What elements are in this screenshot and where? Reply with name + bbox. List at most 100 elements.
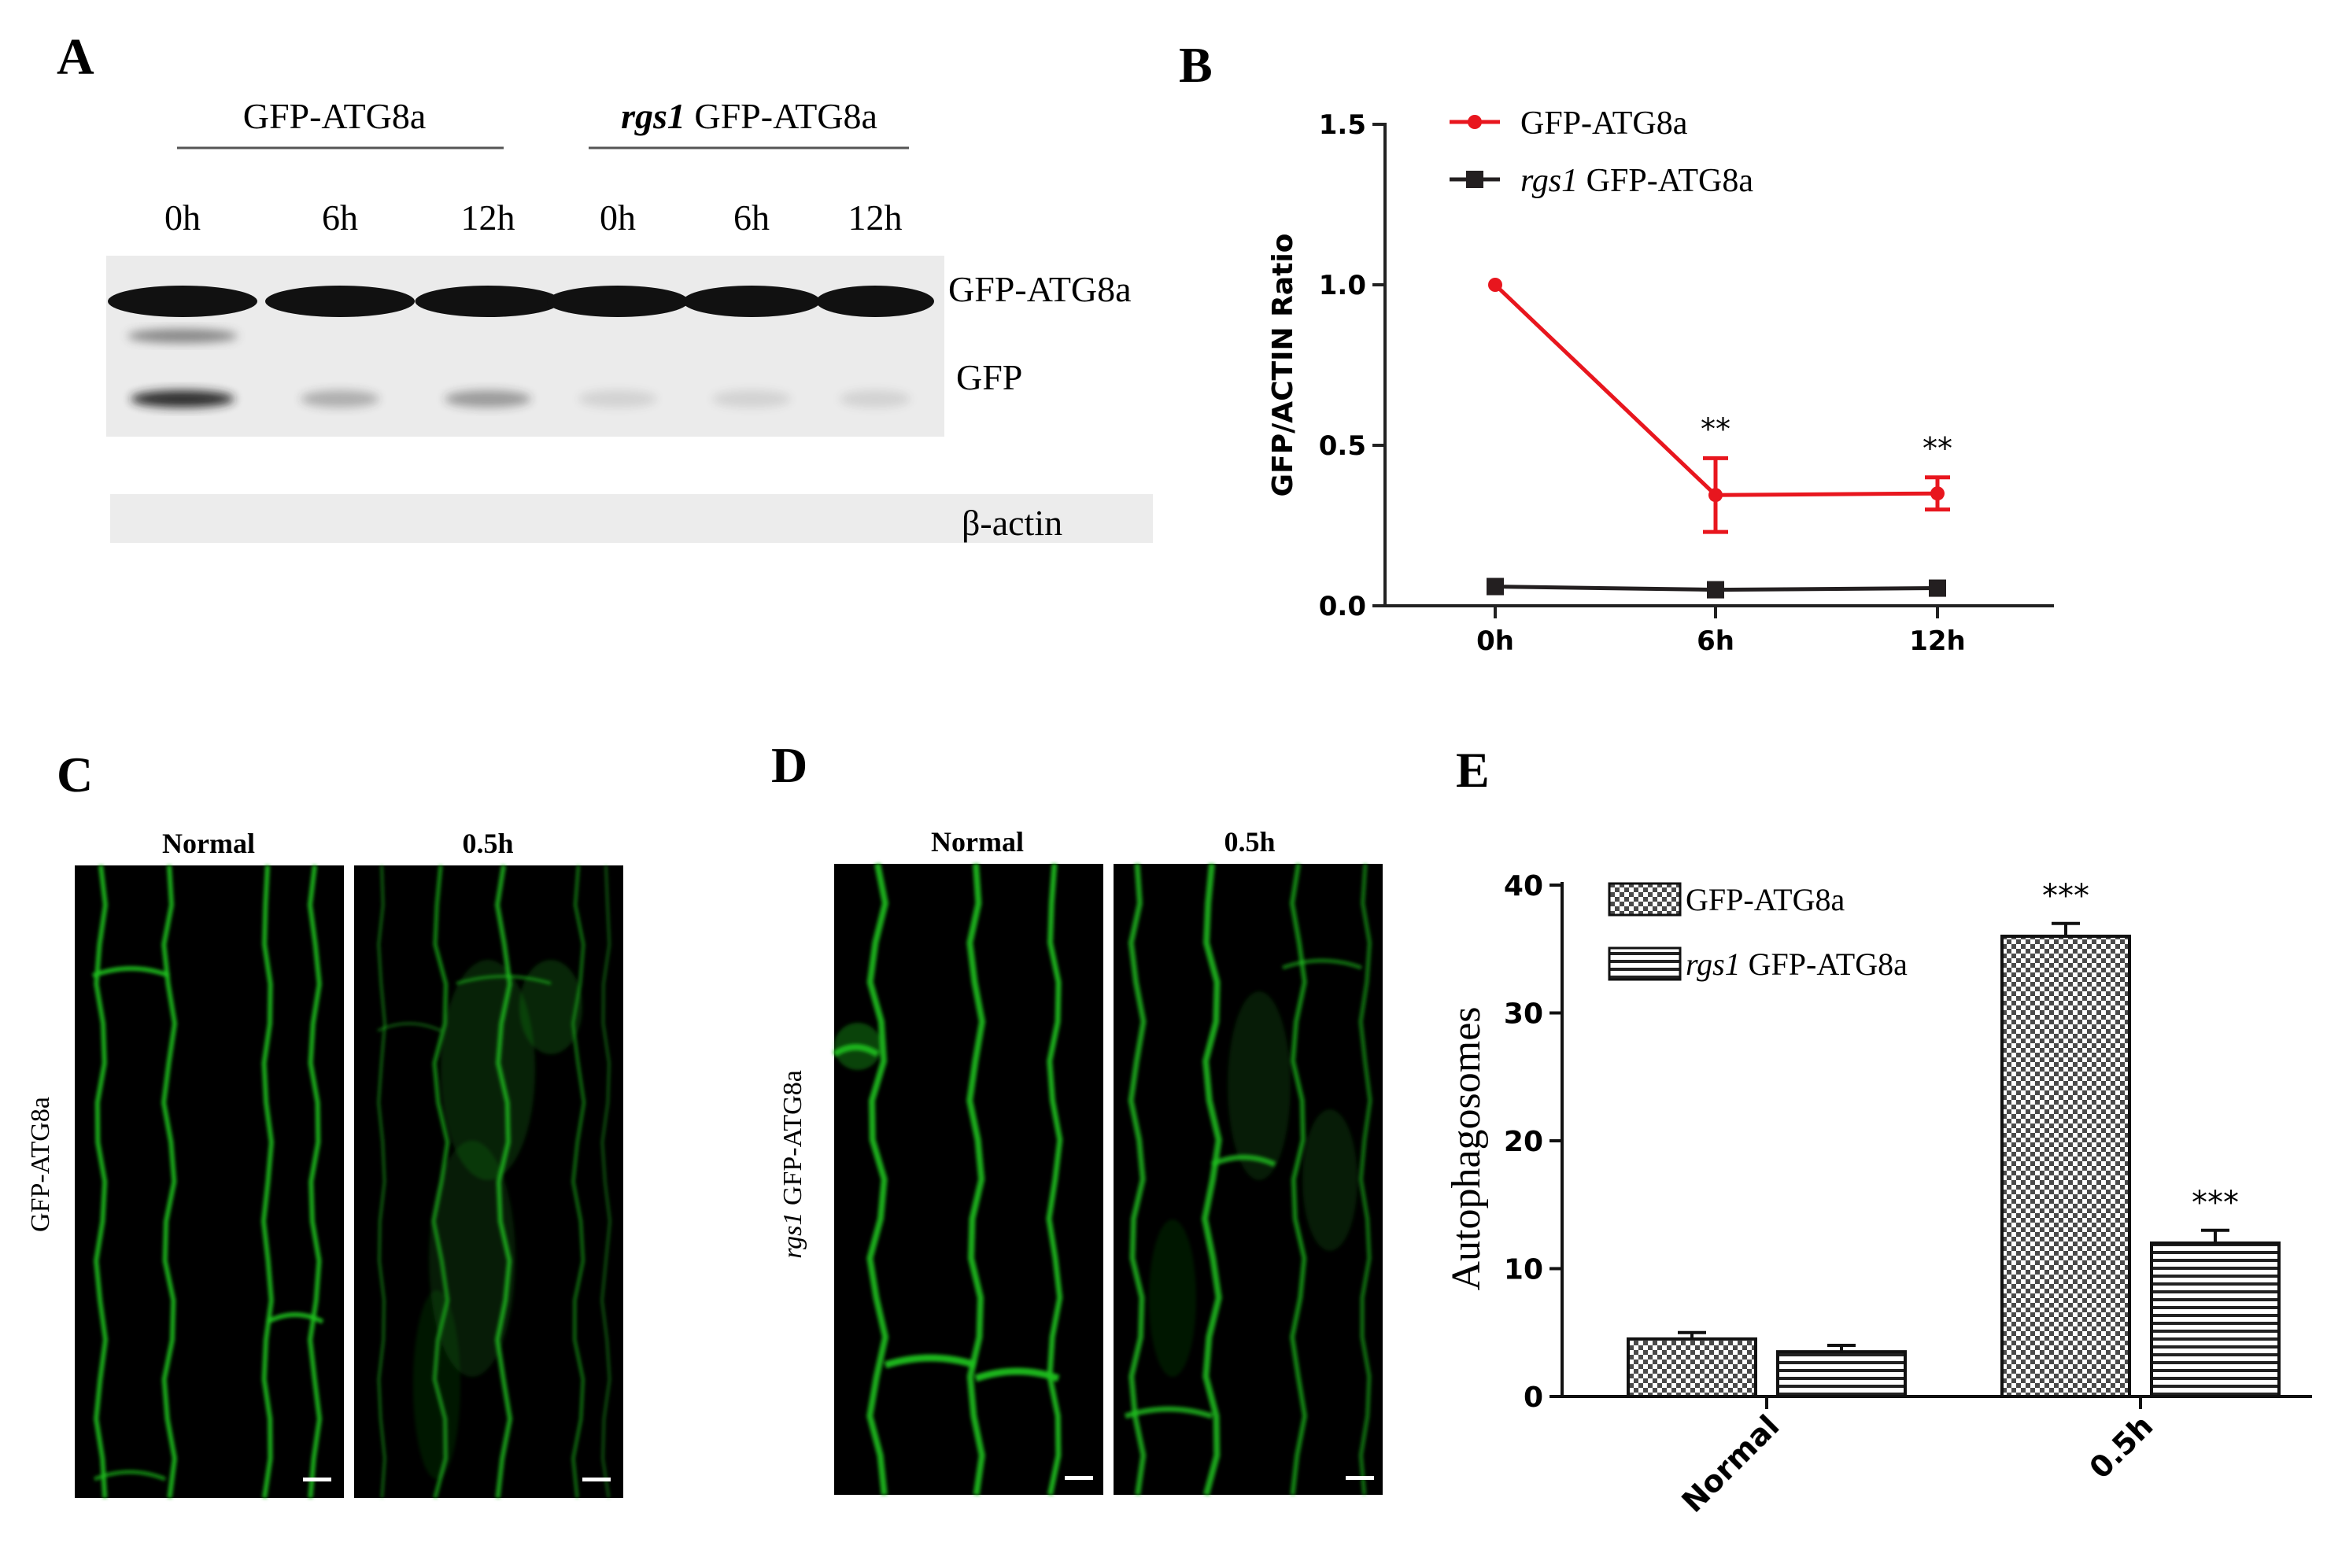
legend-swatch-e-1 (1608, 946, 1682, 981)
band-smear-0 (127, 329, 238, 343)
row-label-d: rgs1 GFP-ATG8a (778, 1070, 807, 1259)
y-axis-label-e: Autophagosomes (1444, 1006, 1489, 1290)
band-gfp-atg8a-4 (682, 286, 821, 317)
cell-wall-v-0-3 (307, 865, 323, 1499)
cell-wall-v-0-2 (260, 865, 274, 1499)
micrograph-c-normal (75, 865, 344, 1498)
bar-e-1-0 (1776, 1350, 1907, 1398)
legend-marker-b-0 (1468, 115, 1482, 129)
cytoplasm-blob-1-0 (1228, 991, 1291, 1180)
legend-label-b-0: GFP-ATG8a (1520, 105, 1688, 142)
cell-group-1 (1124, 863, 1372, 1496)
y-tick-label-e-0: 0 (1524, 1382, 1543, 1414)
legend-rest-b: GFP-ATG8a (1578, 163, 1753, 199)
cell-wall-v-1-2 (1289, 863, 1308, 1496)
cell-wall-v-0-2 (1046, 863, 1063, 1496)
y-tick-label-e-4: 40 (1504, 870, 1543, 902)
lane-label-3: 0h (600, 197, 636, 238)
cell-wall-v-1-0 (1128, 863, 1147, 1496)
row-label-d-italic: rgs1 (778, 1212, 807, 1259)
panel-label-a: A (57, 28, 94, 86)
cell-walls-d (832, 863, 1372, 1496)
y-axis-label-b: GFP/ACTIN Ratio (1267, 234, 1299, 497)
band-gfp-atg8a-3 (547, 286, 689, 317)
group2-rest-part: GFP-ATG8a (685, 96, 877, 136)
bar-e-1-1 (2150, 1241, 2281, 1398)
y-tick-label-e-3: 30 (1504, 998, 1543, 1031)
x-tick-label-e-1: 0.5h (2083, 1408, 2160, 1485)
annotation-b-2: ** (1923, 431, 1952, 466)
legend-swatch-e-0 (1608, 882, 1682, 917)
cytoplasm-blob-1-0 (441, 960, 535, 1180)
y-tick-label-e-1: 10 (1504, 1254, 1543, 1286)
cell-wall-h-1-1 (377, 1022, 441, 1032)
cell-wall-v-1-3 (1358, 863, 1372, 1496)
cell-wall-v-1-3 (571, 865, 586, 1499)
col-label-normal-d: Normal (931, 826, 1024, 858)
cell-wall-v-1-1 (1201, 863, 1222, 1496)
lane-label-0: 0h (164, 197, 201, 238)
cytoplasm-blob-1-1 (1302, 1109, 1357, 1251)
legend-label-e-1: rgs1 GFP-ATG8a (1686, 946, 1908, 982)
col-label-normal-c: Normal (162, 828, 255, 859)
cell-walls-c (91, 865, 611, 1499)
legend-rest-e: GFP-ATG8a (1741, 946, 1908, 982)
point-b-1-1 (1707, 581, 1724, 599)
cytoplasm-blob-1-2 (1149, 1219, 1196, 1377)
band-gfp-atg8a-5 (816, 286, 934, 317)
band-label-gfp-atg8a: GFP-ATG8a (948, 269, 1132, 309)
bar-chart-e: 0 10 20 30 40 Autophagosomes Normal 0.5h *** *** G… (1444, 870, 2312, 1519)
group-label-rgs1-gfp-atg8a: rgs1 GFP-ATG8a (621, 96, 877, 136)
bar-e-0-1 (2000, 935, 2131, 1398)
band-gfp-0 (131, 390, 235, 408)
panel-label-e: E (1456, 742, 1490, 798)
cell-wall-v-1-0 (377, 865, 386, 1499)
panel-a: A GFP-ATG8a rgs1 GFP-ATG8a 0h 6h 12h 0h 6h 12… (57, 28, 1153, 543)
scale-bar-d1 (1065, 1476, 1093, 1480)
cell-wall-v-0-1 (966, 863, 986, 1496)
x-tick-label-e-0: Normal (1675, 1408, 1786, 1519)
annotation-e-1-1: *** (2192, 1185, 2239, 1221)
lane-label-2: 12h (461, 197, 515, 238)
band-gfp-atg8a-2 (415, 286, 561, 317)
cell-wall-h-1-1 (1124, 1406, 1213, 1419)
y-tick-label-b-1: 0.5 (1319, 430, 1366, 462)
cell-wall-v-1-4 (600, 865, 611, 1499)
scale-bar-d2 (1346, 1476, 1374, 1480)
lane-labels: 0h 6h 12h 0h 6h 12h (164, 197, 903, 238)
row-label-c: GFP-ATG8a (26, 1097, 55, 1232)
scale-bar-c1 (303, 1478, 331, 1481)
group2-italic-part: rgs1 (621, 96, 685, 136)
row-label-d-rest: GFP-ATG8a (778, 1070, 807, 1212)
cytoplasm-blob-1-2 (519, 960, 582, 1054)
cell-wall-h-0-2 (94, 1470, 166, 1481)
cell-group-0 (832, 863, 1063, 1496)
cytoplasm-blob-0-0 (834, 1023, 881, 1070)
legend-italic-e: rgs1 (1686, 946, 1741, 982)
band-label-beta-actin: β-actin (962, 503, 1062, 543)
cell-wall-v-0-0 (866, 863, 889, 1496)
band-gfp-4 (712, 390, 791, 408)
legend-label-e-0: GFP-ATG8a (1686, 882, 1845, 917)
band-gfp-atg8a-0 (108, 286, 257, 317)
band-gfp-atg8a-1 (265, 286, 415, 317)
band-gfp-3 (578, 390, 657, 408)
panel-label-c: C (57, 747, 93, 802)
annotation-e-0-1: *** (2042, 878, 2089, 914)
point-b-0-0 (1488, 278, 1502, 292)
cytoplasm-blob-1-3 (413, 1290, 460, 1479)
panel-d: D Normal 0.5h rgs1 GFP-ATG8a (771, 737, 1383, 1496)
band-gfp-2 (445, 390, 531, 408)
col-label-05h-d: 0.5h (1224, 826, 1275, 858)
group-label-gfp-atg8a: GFP-ATG8a (243, 96, 427, 136)
y-tick-label-e-2: 20 (1504, 1126, 1543, 1158)
annotation-b-1: ** (1701, 411, 1730, 446)
cell-wall-h-0-2 (974, 1367, 1060, 1382)
line-chart-b: 0.0 0.5 1.0 1.5 0h 6h 12h GFP/ACTIN Ratio ** ** GF… (1267, 105, 2054, 657)
legend-label-b-1: rgs1 GFP-ATG8a (1520, 163, 1753, 199)
point-b-1-0 (1487, 577, 1504, 596)
x-tick-label-b-2: 12h (1909, 625, 1966, 657)
band-label-gfp: GFP (956, 357, 1022, 397)
panel-b: B 0.0 0.5 1.0 1.5 0h 6h 12h GFP/ACTIN Ratio ** **… (1179, 37, 2054, 657)
cell-wall-h-1-2 (1282, 958, 1362, 970)
